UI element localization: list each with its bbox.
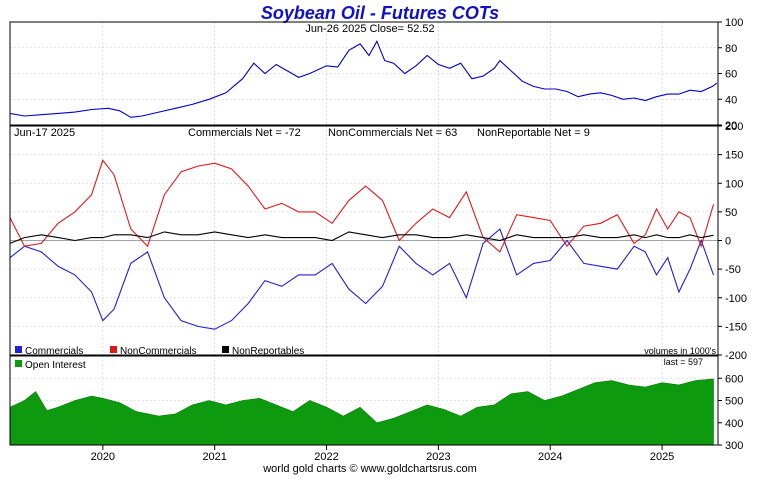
chart-title: Soybean Oil - Futures COTs — [261, 3, 499, 23]
x-tick-label: 2023 — [426, 451, 450, 463]
footer-credit: world gold charts © www.goldchartsrus.co… — [262, 463, 477, 475]
y-tick-label: 60 — [725, 69, 737, 81]
y-tick-label: 50 — [725, 207, 737, 219]
y-tick-label: -150 — [725, 321, 747, 333]
legend-item: Commercials — [25, 346, 83, 357]
y-tick-label: 200 — [725, 121, 743, 133]
panel-net-positions — [9, 125, 722, 356]
legend-item: NonReportables — [232, 346, 304, 357]
net-annotation: Commercials Net = -72 — [188, 127, 301, 139]
noncommercials-net-line — [9, 159, 715, 253]
commercials-net-line — [9, 228, 715, 330]
y-tick-label: 100 — [725, 178, 743, 190]
legend-item: NonCommercials — [120, 346, 197, 357]
y-tick-label: 500 — [725, 396, 743, 408]
net-date-header: Jun-17 2025 — [14, 127, 75, 139]
panel-frame — [9, 21, 719, 126]
legend-swatch — [15, 346, 22, 353]
y-tick-label: 300 — [725, 440, 743, 452]
unit-note: volumes in 1000's — [644, 346, 716, 356]
price-line — [9, 40, 718, 118]
y-tick-label: 80 — [725, 43, 737, 55]
y-tick-label: 20 — [725, 120, 737, 132]
panel-frame — [9, 355, 719, 446]
panel-open-interest — [9, 356, 722, 446]
y-tick-label: -100 — [725, 293, 747, 305]
legend-swatch — [110, 346, 117, 353]
y-tick-label: -50 — [725, 264, 741, 276]
x-tick-label: 2022 — [314, 451, 338, 463]
panel-frame — [9, 125, 719, 356]
x-tick-label: 2021 — [202, 451, 226, 463]
open-interest-area — [9, 378, 714, 446]
net-annotation: NonCommercials Net = 63 — [328, 127, 457, 139]
legend-swatch — [222, 346, 229, 353]
y-tick-label: -200 — [725, 350, 747, 362]
y-tick-label: 0 — [725, 236, 731, 248]
y-tick-label: 100 — [725, 17, 743, 29]
y-tick-label: 400 — [725, 418, 743, 430]
price-header: Jun-26 2025 Close= 52.52 — [305, 23, 434, 35]
nonreportables-net-line — [9, 231, 714, 244]
net-annotation: NonReportable Net = 9 — [477, 127, 590, 139]
legend-swatch — [15, 360, 22, 367]
y-tick-label: 150 — [725, 150, 743, 162]
open-interest-last: last = 597 — [664, 357, 703, 367]
x-tick-label: 2024 — [538, 451, 562, 463]
y-tick-label: 600 — [725, 373, 743, 385]
panel-price — [9, 21, 722, 126]
open-interest-label: Open Interest — [25, 360, 86, 371]
y-tick-label: 40 — [725, 94, 737, 106]
x-tick-label: 2025 — [650, 451, 674, 463]
x-tick-label: 2020 — [91, 451, 115, 463]
